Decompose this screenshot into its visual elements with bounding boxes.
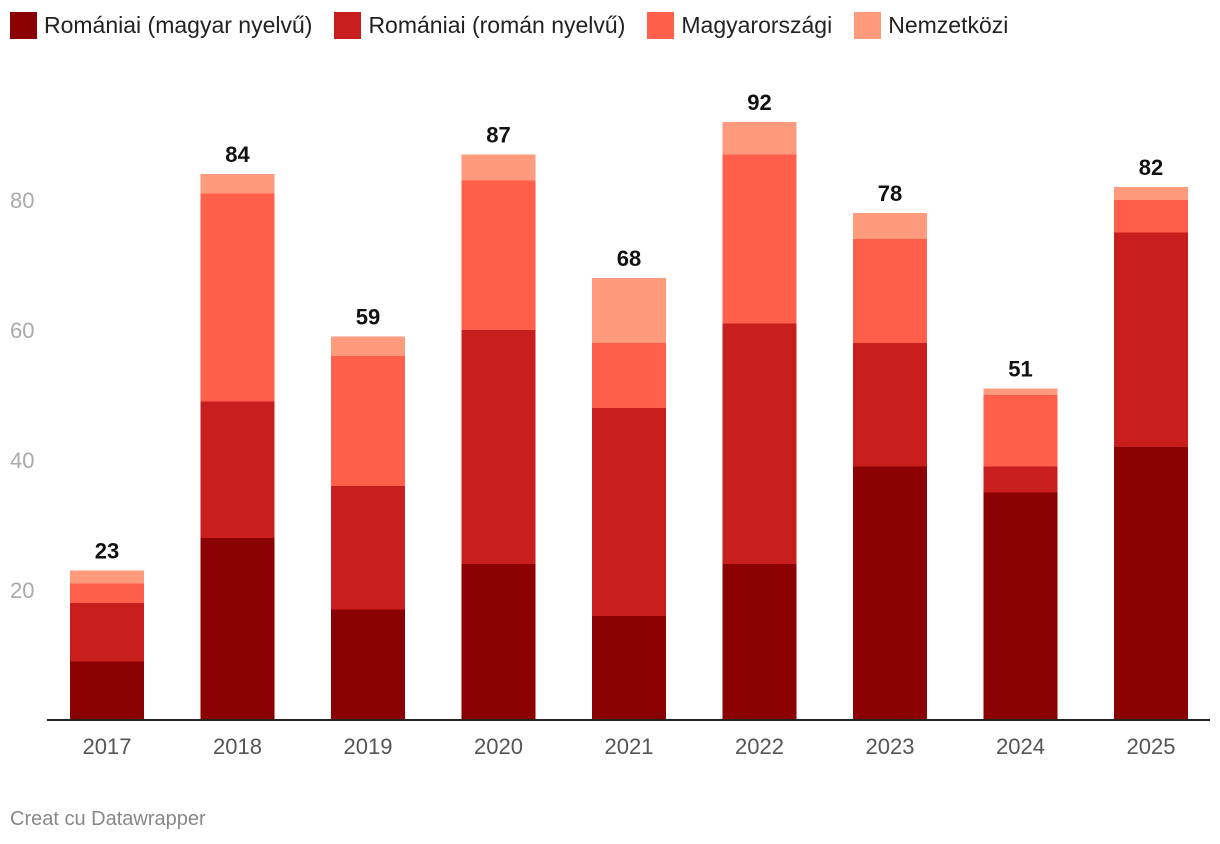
total-label-2019: 59 (356, 305, 380, 330)
bar-segment-2025-series-0 (1114, 447, 1188, 720)
legend-item-nemzetkozi: Nemzetközi (854, 12, 1008, 39)
footer-credit: Creat cu Datawrapper (10, 808, 206, 830)
bar-segment-2024-series-2 (983, 395, 1058, 467)
y-tick-label-80: 80 (10, 188, 34, 213)
bar-segment-2018-series-1 (200, 401, 275, 538)
bar-segment-2021-series-0 (592, 616, 666, 720)
bar-segment-2025-series-3 (1114, 187, 1188, 200)
x-tick-label-2019: 2019 (344, 734, 393, 759)
bar-segment-2017-series-1 (70, 603, 144, 662)
total-label-2022: 92 (747, 90, 771, 115)
bar-segment-2021-series-3 (592, 278, 666, 343)
legend-item-magyarorszagi: Magyarországi (647, 12, 832, 39)
bar-segment-2022-series-0 (722, 564, 797, 720)
bar-segment-2024-series-1 (983, 466, 1058, 493)
y-tick-label-60: 60 (10, 318, 34, 343)
bar-segment-2023-series-0 (853, 466, 927, 720)
bar-segment-2020-series-1 (461, 330, 536, 564)
bar-segment-2019-series-1 (331, 486, 405, 610)
bar-segment-2022-series-2 (722, 154, 797, 324)
legend-label-nemzetkozi: Nemzetközi (888, 12, 1009, 38)
y-tick-label-40: 40 (10, 448, 34, 473)
legend-label-romaniai-magyar: Romániai (magyar nyelvű) (44, 12, 313, 38)
bar-segment-2018-series-3 (200, 174, 275, 194)
bar-segment-2021-series-1 (592, 408, 666, 616)
bar-segment-2019-series-2 (331, 356, 405, 486)
bar-segment-2019-series-0 (331, 609, 405, 720)
legend-label-romaniai-roman: Romániai (román nyelvű) (368, 12, 626, 38)
y-tick-label-20: 20 (10, 578, 34, 603)
bar-segment-2024-series-3 (983, 388, 1058, 395)
bar-segment-2018-series-0 (200, 538, 275, 720)
total-label-2017: 23 (95, 539, 119, 564)
bar-segment-2017-series-2 (70, 583, 144, 603)
total-label-2020: 87 (486, 123, 510, 148)
legend-swatch-nemzetkozi (854, 12, 882, 39)
x-tick-label-2017: 2017 (83, 734, 132, 759)
bar-segment-2022-series-1 (722, 323, 797, 564)
total-label-2021: 68 (617, 246, 641, 271)
legend-item-romaniai-roman: Romániai (román nyelvű) (334, 12, 625, 39)
x-tick-label-2018: 2018 (213, 734, 262, 759)
bar-segment-2020-series-2 (461, 180, 536, 330)
bar-segment-2025-series-2 (1114, 200, 1188, 233)
bar-segment-2023-series-1 (853, 343, 927, 467)
total-label-2018: 84 (225, 142, 250, 167)
legend-swatch-romaniai-magyar (10, 12, 37, 39)
bar-segment-2018-series-2 (200, 193, 275, 402)
legend-label-magyarorszagi: Magyarországi (681, 12, 833, 38)
total-label-2024: 51 (1008, 357, 1032, 382)
bar-segment-2025-series-1 (1114, 232, 1188, 447)
bar-segment-2019-series-3 (331, 336, 405, 356)
x-tick-label-2022: 2022 (735, 734, 784, 759)
legend-item-romaniai-magyar: Romániai (magyar nyelvű) (10, 12, 312, 39)
bar-segment-2021-series-2 (592, 343, 666, 408)
legend: Romániai (magyar nyelvű) Romániai (román… (10, 12, 1030, 39)
bar-segment-2022-series-3 (722, 122, 797, 155)
bar-segment-2017-series-0 (70, 661, 144, 720)
x-tick-label-2025: 2025 (1127, 734, 1176, 759)
bar-segment-2023-series-2 (853, 239, 927, 343)
total-label-2023: 78 (878, 181, 902, 206)
legend-swatch-magyarorszagi (647, 12, 675, 39)
bar-segment-2020-series-0 (461, 564, 536, 720)
bar-segment-2017-series-3 (70, 570, 144, 584)
x-tick-label-2020: 2020 (474, 734, 523, 759)
total-label-2025: 82 (1139, 155, 1163, 180)
legend-swatch-romaniai-roman (334, 12, 362, 39)
bar-segment-2024-series-0 (983, 492, 1058, 720)
bar-segment-2023-series-3 (853, 213, 927, 239)
bar-segment-2020-series-3 (461, 154, 536, 181)
x-tick-label-2024: 2024 (996, 734, 1045, 759)
x-tick-label-2023: 2023 (866, 734, 915, 759)
x-tick-label-2021: 2021 (605, 734, 654, 759)
